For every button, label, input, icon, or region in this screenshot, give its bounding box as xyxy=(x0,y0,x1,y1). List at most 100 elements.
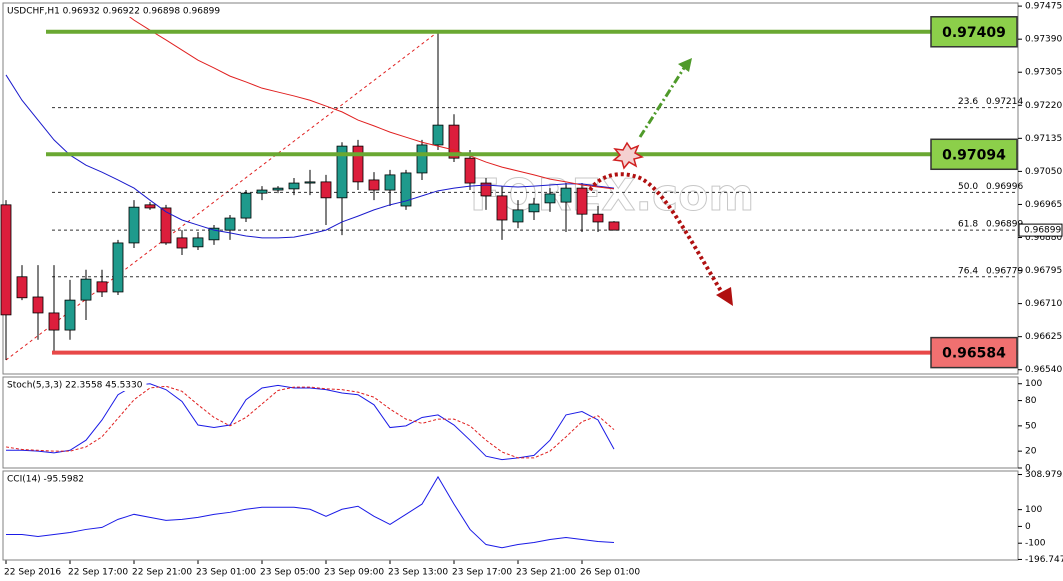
x-tick-label: 23 Sep 01:00 xyxy=(196,568,256,578)
candle-body xyxy=(544,193,556,204)
candle-body xyxy=(144,204,156,209)
y-tick-label: 80 xyxy=(1025,396,1037,406)
fib-value: 0.97214 xyxy=(986,97,1023,107)
y-tick-label: 0.97475 xyxy=(1025,2,1062,12)
x-tick-label: 23 Sep 09:00 xyxy=(324,568,384,578)
y-tick-label: 0 xyxy=(1025,464,1031,474)
y-tick-label: 308.9793 xyxy=(1025,470,1063,480)
candle-body xyxy=(528,203,540,213)
down-arrow xyxy=(588,172,726,298)
up-arrow xyxy=(638,67,686,138)
candle-body xyxy=(560,187,572,203)
y-tick-label: 0.97050 xyxy=(1025,167,1062,177)
candle-body xyxy=(592,213,604,223)
y-tick-label: 0.96795 xyxy=(1025,266,1062,276)
x-tick-label: 22 Sep 21:00 xyxy=(132,568,192,578)
candle-body xyxy=(336,145,348,199)
panel-title: CCI(14) -95.5982 xyxy=(7,475,84,485)
candle-body xyxy=(192,237,204,248)
x-tick-label: 23 Sep 05:00 xyxy=(260,568,320,578)
level-label: 0.97409 xyxy=(942,25,1006,41)
candle-body xyxy=(112,242,124,293)
candle-body xyxy=(272,187,284,191)
fib-trendline xyxy=(5,31,439,361)
x-tick-label: 23 Sep 17:00 xyxy=(452,568,512,578)
moving-average xyxy=(5,74,615,239)
candle-body xyxy=(240,192,252,219)
y-tick-label: -100 xyxy=(1025,539,1046,549)
y-tick-label: 0.97305 xyxy=(1025,68,1062,78)
x-tick-label: 23 Sep 21:00 xyxy=(516,568,576,578)
level-label: 0.96584 xyxy=(942,346,1006,362)
candle-body xyxy=(400,172,412,207)
y-tick-label: 100 xyxy=(1025,379,1042,389)
moving-average xyxy=(117,7,615,190)
panel-frame xyxy=(2,376,1019,469)
panel-title: USDCHF,H1 0.96932 0.96922 0.96898 0.9689… xyxy=(7,7,220,17)
down-arrowhead xyxy=(716,287,733,306)
panel-title: Stoch(5,3,3) 22.3558 45.5330 xyxy=(7,381,143,391)
indicator-line xyxy=(5,385,615,459)
candle-body xyxy=(448,124,460,159)
fib-value: 0.96899 xyxy=(986,220,1023,230)
candle-body xyxy=(16,276,28,299)
level-box xyxy=(930,336,1018,369)
y-tick-label: 0.96880 xyxy=(1025,233,1062,243)
x-tick-label: 26 Sep 01:00 xyxy=(580,568,640,578)
candle-body xyxy=(160,207,172,244)
candle-body xyxy=(128,206,140,244)
candle-body xyxy=(496,195,508,221)
candle-body xyxy=(576,187,588,215)
fib-ratio: 23.6 xyxy=(958,97,978,107)
y-tick-label: 0.97135 xyxy=(1025,134,1062,144)
title-bg xyxy=(5,473,89,485)
fib-ratio: 76.4 xyxy=(958,266,978,276)
y-tick-label: 0.96710 xyxy=(1025,299,1062,309)
candle-body xyxy=(96,281,108,293)
fib-ratio: 50.0 xyxy=(958,182,978,192)
candle-body xyxy=(256,189,268,194)
candle-body xyxy=(32,296,44,314)
breakout-star xyxy=(612,141,644,170)
last-price-label: 0.96899 xyxy=(1024,226,1061,236)
candle-body xyxy=(368,179,380,191)
candle-body xyxy=(416,144,428,174)
panel-frame xyxy=(2,2,1019,375)
y-tick-label: 20 xyxy=(1025,447,1037,457)
level-box xyxy=(930,16,1018,48)
y-tick-label: 0.97390 xyxy=(1025,35,1062,45)
level-box xyxy=(930,138,1018,171)
candle-body xyxy=(512,209,524,223)
title-bg xyxy=(5,379,147,391)
candle-body xyxy=(608,221,620,231)
candle-body xyxy=(176,237,188,249)
candle-body xyxy=(80,278,92,301)
fib-ratio: 61.8 xyxy=(958,220,978,230)
last-price-box xyxy=(1018,223,1063,237)
candle-body xyxy=(464,157,476,184)
y-tick-label: -196.7478 xyxy=(1025,555,1063,565)
y-tick-label: 100 xyxy=(1025,505,1042,515)
candle-body xyxy=(384,174,396,191)
y-tick-label: 0 xyxy=(1025,522,1031,532)
candle-body xyxy=(352,145,364,183)
candle-body xyxy=(48,312,60,331)
indicator-line xyxy=(6,475,615,549)
fib-value: 0.96996 xyxy=(986,182,1023,192)
indicator-line xyxy=(6,383,615,461)
up-arrowhead xyxy=(678,58,692,72)
candle-body xyxy=(304,181,316,184)
candle-body xyxy=(432,124,444,146)
y-tick-label: 50 xyxy=(1025,421,1037,431)
candle-body xyxy=(480,182,492,197)
level-label: 0.97094 xyxy=(942,147,1006,163)
title-bg xyxy=(5,5,225,17)
candle-body xyxy=(64,299,76,331)
annotations xyxy=(588,58,733,306)
fib-value: 0.96779 xyxy=(986,266,1023,276)
candle-body xyxy=(320,181,332,199)
candle-body xyxy=(208,227,220,241)
y-tick-label: 0.96625 xyxy=(1025,332,1062,342)
x-tick-label: 23 Sep 13:00 xyxy=(388,568,448,578)
panel-frame xyxy=(2,470,1019,561)
